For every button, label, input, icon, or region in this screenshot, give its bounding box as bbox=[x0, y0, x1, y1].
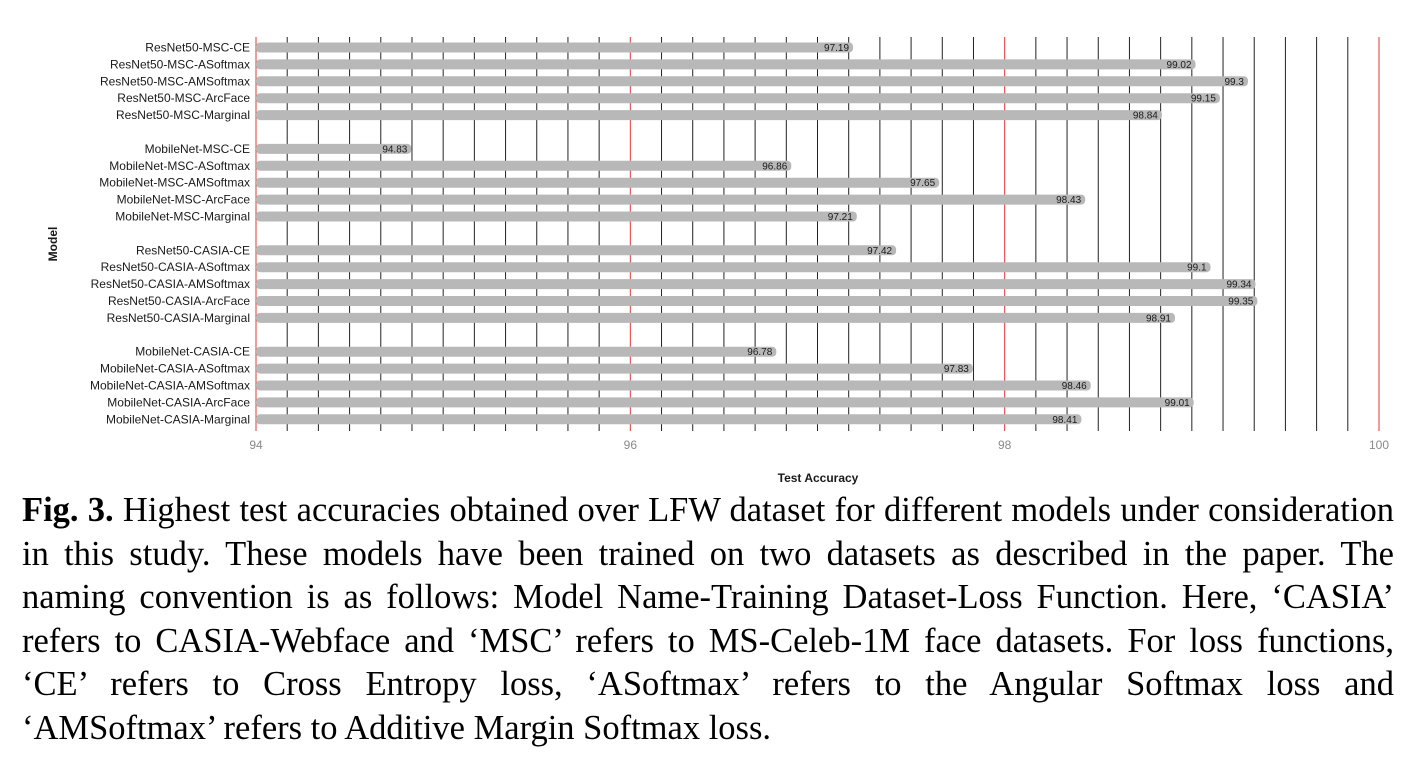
bar-ResNet50-CASIA-CE bbox=[256, 245, 897, 256]
bar-MobileNet-MSC-ASoftmax bbox=[256, 160, 792, 171]
category-label: MobileNet-MSC-ArcFace bbox=[117, 193, 251, 207]
bar-MobileNet-MSC-CE bbox=[256, 143, 412, 154]
value-label: 97.21 bbox=[828, 212, 853, 223]
figure-label: Fig. 3. bbox=[22, 491, 114, 529]
x-tick-label: 96 bbox=[624, 438, 638, 452]
category-label: MobileNet-MSC-AMSoftmax bbox=[99, 176, 250, 190]
category-label: ResNet50-MSC-AMSoftmax bbox=[100, 74, 250, 88]
value-label: 98.41 bbox=[1052, 415, 1077, 426]
category-label: ResNet50-MSC-ASoftmax bbox=[110, 57, 250, 71]
bar-ResNet50-CASIA-AMSoftmax bbox=[256, 279, 1256, 290]
category-label: MobileNet-CASIA-CE bbox=[135, 345, 250, 359]
value-label: 97.83 bbox=[944, 364, 969, 375]
category-label: MobileNet-MSC-Marginal bbox=[115, 210, 250, 224]
value-label: 99.3 bbox=[1225, 77, 1245, 88]
bar-MobileNet-CASIA-ASoftmax bbox=[256, 363, 973, 374]
value-label: 97.19 bbox=[824, 43, 849, 54]
x-tick-labels: 94 96 98 100 bbox=[249, 438, 1389, 452]
chart-bars bbox=[256, 42, 1258, 425]
value-label: 96.86 bbox=[762, 161, 787, 172]
category-label: ResNet50-MSC-Marginal bbox=[116, 108, 250, 122]
x-axis-title: Test Accuracy bbox=[778, 471, 859, 485]
figure-caption: Fig. 3. Highest test accuracies obtained… bbox=[22, 489, 1394, 750]
bar-MobileNet-CASIA-AMSoftmax bbox=[256, 380, 1091, 391]
x-tick-label: 100 bbox=[1369, 438, 1389, 452]
value-label: 97.65 bbox=[910, 178, 935, 189]
value-label: 99.1 bbox=[1187, 263, 1207, 274]
caption-text: Highest test accuracies obtained over LF… bbox=[22, 491, 1394, 747]
bar-ResNet50-MSC-CE bbox=[256, 42, 854, 53]
category-label: MobileNet-CASIA-Marginal bbox=[106, 412, 250, 426]
bar-MobileNet-MSC-Marginal bbox=[256, 211, 857, 222]
bar-ResNet50-MSC-ASoftmax bbox=[256, 59, 1196, 70]
bar-MobileNet-CASIA-ArcFace bbox=[256, 397, 1194, 408]
bar-MobileNet-CASIA-Marginal bbox=[256, 414, 1082, 425]
category-label: ResNet50-MSC-ArcFace bbox=[117, 91, 250, 105]
value-label: 96.78 bbox=[747, 347, 772, 358]
category-label: MobileNet-CASIA-ArcFace bbox=[107, 395, 250, 409]
value-label: 98.91 bbox=[1146, 313, 1171, 324]
value-label: 94.83 bbox=[382, 144, 407, 155]
bar-ResNet50-MSC-ArcFace bbox=[256, 93, 1220, 104]
value-label: 98.84 bbox=[1133, 111, 1158, 122]
bar-chart: ResNet50-MSC-CE ResNet50-MSC-ASoftmax ResN… bbox=[46, 37, 1389, 485]
bar-MobileNet-MSC-ArcFace bbox=[256, 194, 1086, 205]
bar-ResNet50-MSC-AMSoftmax bbox=[256, 76, 1248, 87]
value-label: 99.35 bbox=[1228, 297, 1253, 308]
bar-ResNet50-CASIA-ArcFace bbox=[256, 296, 1258, 306]
bar-ResNet50-CASIA-ASoftmax bbox=[256, 262, 1211, 273]
x-tick-label: 94 bbox=[249, 438, 263, 452]
value-label: 99.02 bbox=[1167, 60, 1192, 71]
category-label: ResNet50-CASIA-ASoftmax bbox=[101, 260, 250, 274]
bar-MobileNet-MSC-AMSoftmax bbox=[256, 177, 940, 188]
category-label: MobileNet-MSC-CE bbox=[145, 142, 250, 156]
category-label: MobileNet-CASIA-AMSoftmax bbox=[90, 379, 250, 393]
value-label: 98.43 bbox=[1056, 195, 1081, 206]
category-label: ResNet50-CASIA-CE bbox=[136, 243, 250, 257]
value-label: 99.15 bbox=[1191, 94, 1216, 105]
value-label: 99.01 bbox=[1165, 398, 1190, 409]
category-label: ResNet50-CASIA-AMSoftmax bbox=[91, 277, 250, 291]
category-label: ResNet50-CASIA-ArcFace bbox=[108, 294, 250, 308]
y-axis-title: Model bbox=[46, 227, 60, 262]
bar-ResNet50-MSC-Marginal bbox=[256, 110, 1162, 121]
bar-MobileNet-CASIA-CE bbox=[256, 346, 777, 357]
value-labels: 97.19 99.02 99.3 99.15 98.84 94.83 96.86 97.65 9… bbox=[382, 43, 1253, 426]
value-label: 99.34 bbox=[1226, 280, 1251, 291]
category-label: MobileNet-CASIA-ASoftmax bbox=[100, 362, 250, 376]
category-label: MobileNet-MSC-ASoftmax bbox=[109, 159, 250, 173]
category-label: ResNet50-MSC-CE bbox=[145, 41, 250, 55]
category-label: ResNet50-CASIA-Marginal bbox=[107, 311, 250, 325]
x-tick-label: 98 bbox=[998, 438, 1012, 452]
value-label: 98.46 bbox=[1062, 381, 1087, 392]
value-label: 97.42 bbox=[867, 246, 892, 257]
bar-ResNet50-CASIA-Marginal bbox=[256, 312, 1175, 323]
category-labels: ResNet50-MSC-CE ResNet50-MSC-ASoftmax ResN… bbox=[90, 41, 250, 427]
